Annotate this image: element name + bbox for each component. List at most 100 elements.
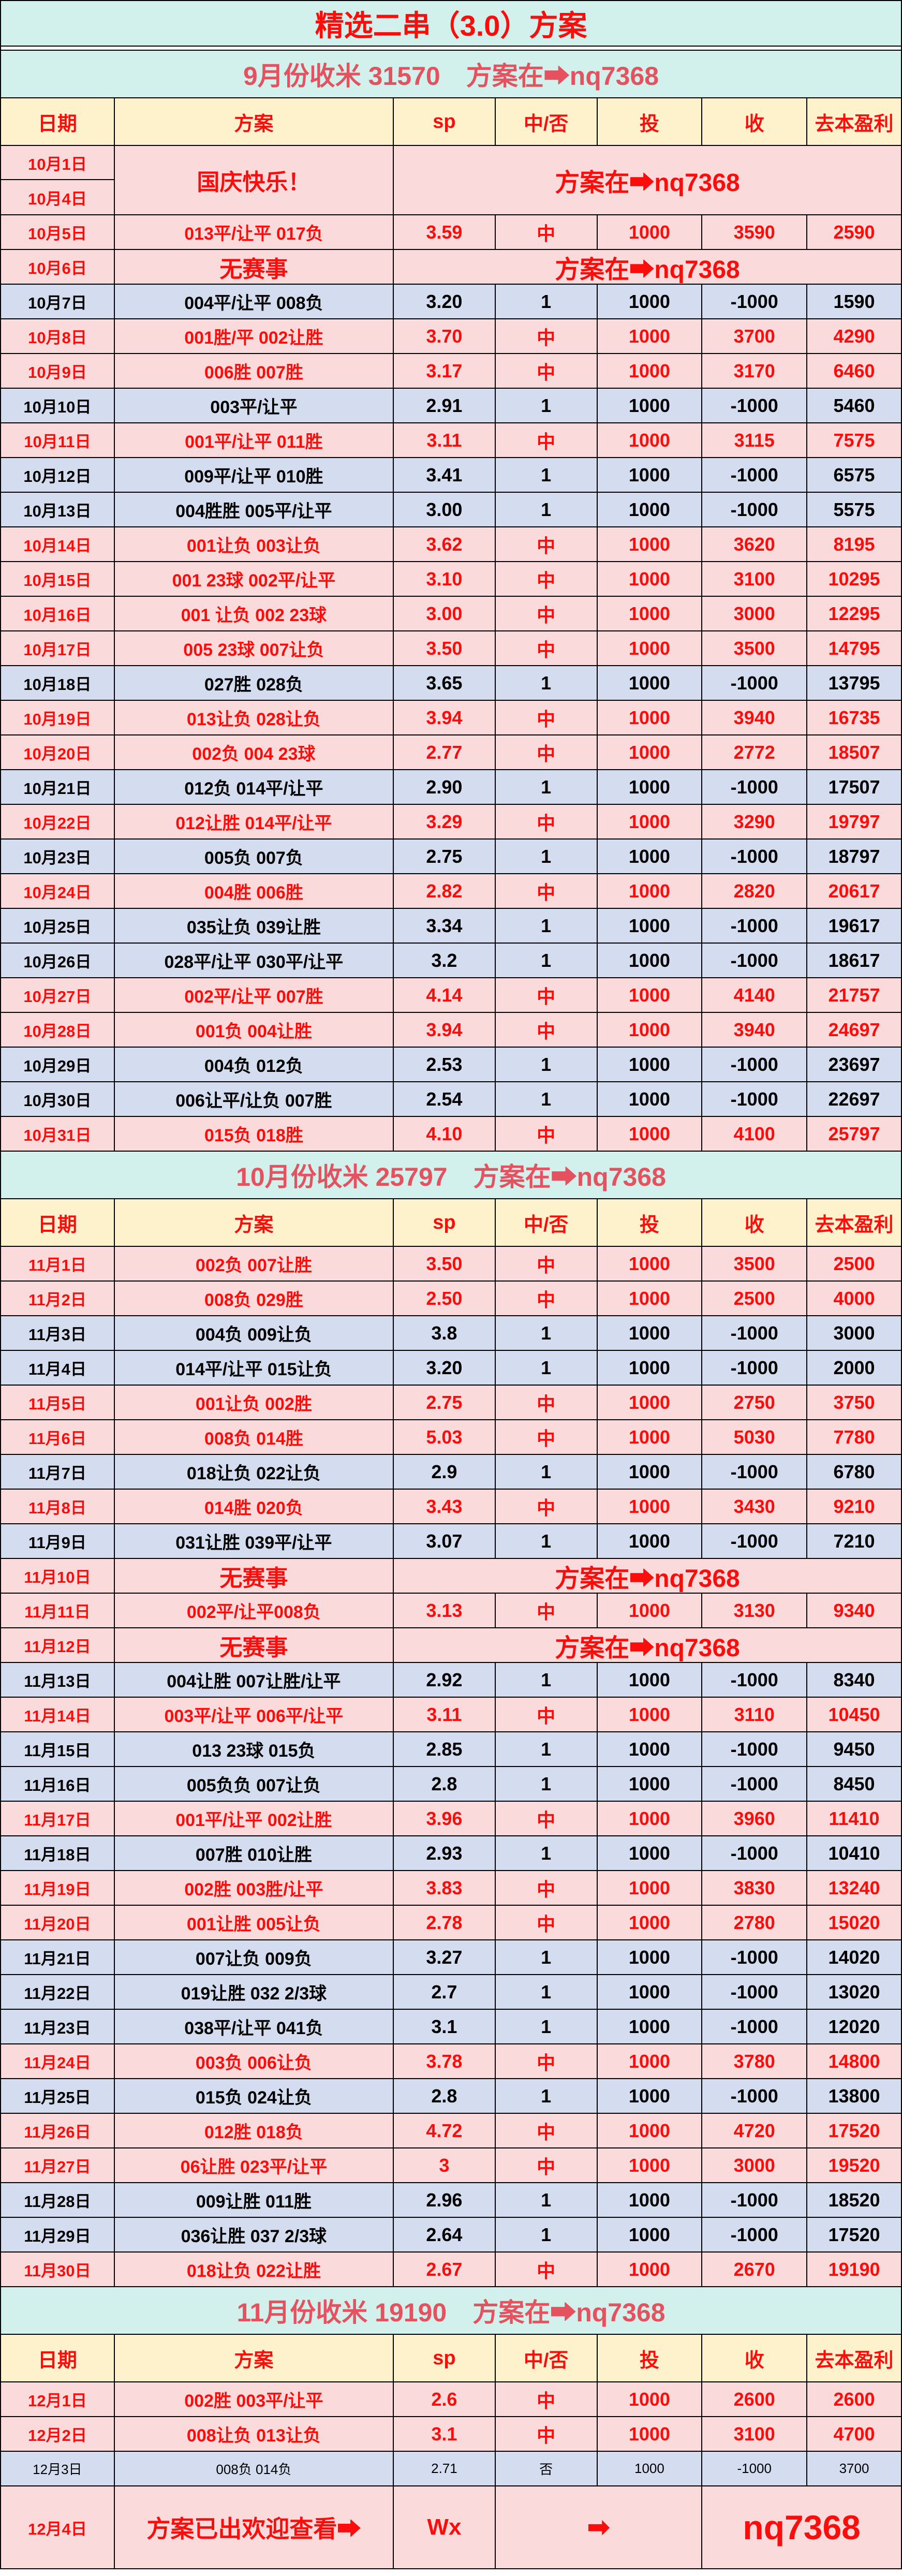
return-cell: -1000 [702,1316,808,1351]
sp-cell: 2.7 [394,1975,496,2010]
column-header-1: 方案 [114,98,394,146]
profit-cell: 14020 [807,1940,902,1975]
page-title: 精选二串（3.0）方案 [1,1,902,47]
plan-cell: 004胜 006胜 [114,874,394,909]
table-row: 10月29日 004负 012负 2.53 1 1000 -1000 23697 [1,1048,902,1082]
month-summary-row: 11月份收米 19190 方案在➡nq7368 [1,2287,902,2335]
date-cell: 10月19日 [1,701,115,735]
return-cell: 3130 [702,1594,808,1628]
date-cell: 11月7日 [1,1455,115,1490]
return-cell: -1000 [702,909,808,944]
date-cell: 12月4日 [1,2486,115,2569]
spacer-row [1,47,902,51]
column-header-0: 日期 [1,1199,115,1247]
plan-cell: 无赛事 [114,250,394,285]
stake-cell: 1000 [597,2218,703,2253]
result-cell: 中 [495,215,598,250]
return-cell: 2750 [702,1386,808,1420]
date-cell: 11月9日 [1,1524,115,1559]
table-row: 10月17日 005 23球 007让负 3.50 中 1000 3500 14795 [1,631,902,666]
date-cell: 11月24日 [1,2044,115,2079]
date-cell: 11月16日 [1,1767,115,1802]
date-cell: 10月5日 [1,215,115,250]
result-cell: 中 [495,1490,598,1524]
stake-cell: 1000 [597,1975,703,2010]
sp-cell: 3 [394,2148,496,2183]
stake-cell: 1000 [597,1732,703,1767]
date-cell: 10月9日 [1,354,115,389]
plan-cell: 002平/让平 007胜 [114,978,394,1013]
plan-cell: 028平/让平 030平/让平 [114,944,394,978]
profit-cell: 2500 [807,1247,902,1282]
profit-cell: 3700 [807,2452,902,2486]
result-cell: 1 [495,389,598,423]
plan-cell: 009让胜 011胜 [114,2183,394,2218]
result-cell: 1 [495,1048,598,1082]
sp-cell: 2.75 [394,840,496,874]
plan-cell: 008负 014负 [114,2452,394,2486]
sp-cell: 2.8 [394,1767,496,1802]
table-row: 11月13日 004让胜 007让胜/让平 2.92 1 1000 -1000 8340 [1,1663,902,1698]
stake-cell: 1000 [597,597,703,631]
result-cell: 中 [495,805,598,840]
column-header-1: 方案 [114,1199,394,1247]
profit-cell: 2600 [807,2382,902,2417]
date-cell: 12月2日 [1,2417,115,2452]
result-cell: 1 [495,458,598,493]
plan-cell: 019让胜 032 2/3球 [114,1975,394,2010]
result-cell: 中 [495,1698,598,1732]
table-row: 10月21日 012负 014平/让平 2.90 1 1000 -1000 17507 [1,770,902,805]
result-cell: 1 [495,2079,598,2114]
table-row: 12月1日 002胜 003平/让平 2.6 中 1000 2600 2600 [1,2382,902,2417]
return-cell: 3170 [702,354,808,389]
return-cell: -1000 [702,1048,808,1082]
month-summary-row: 10月份收米 25797 方案在➡nq7368 [1,1152,902,1199]
promo-note: 方案在➡nq7368 [394,250,902,285]
plan-cell: 005 23球 007让负 [114,631,394,666]
stake-cell: 1000 [597,1351,703,1386]
table-row: 11月15日 013 23球 015负 2.85 1 1000 -1000 9450 [1,1732,902,1767]
plan-cell: 038平/让平 041负 [114,2010,394,2044]
table-row: 10月7日 004平/让平 008负 3.20 1 1000 -1000 1590 [1,285,902,319]
plan-cell: 003平/让平 [114,389,394,423]
return-cell: 3500 [702,1247,808,1282]
column-header-4: 投 [597,98,703,146]
result-cell: 1 [495,770,598,805]
table-row: 10月26日 028平/让平 030平/让平 3.2 1 1000 -1000 18617 [1,944,902,978]
return-cell: 4100 [702,1117,808,1152]
stake-cell: 1000 [597,493,703,527]
plan-cell: 009平/让平 010胜 [114,458,394,493]
plan-cell: 006让平/让负 007胜 [114,1082,394,1117]
return-cell: 2500 [702,1282,808,1316]
table-row: 10月19日 013让负 028让负 3.94 中 1000 3940 16735 [1,701,902,735]
sp-cell: 3.20 [394,285,496,319]
date-cell: 10月4日 [27,189,87,208]
table-row: 11月20日 001让胜 005让负 2.78 中 1000 2780 15020 [1,1906,902,1940]
profit-cell: 24697 [807,1013,902,1048]
result-cell: 中 [495,1013,598,1048]
table-row: 11月5日 001让负 002胜 2.75 中 1000 2750 3750 [1,1386,902,1420]
return-cell: -1000 [702,770,808,805]
stake-cell: 1000 [597,562,703,597]
profit-cell: 14795 [807,631,902,666]
profit-cell: 1590 [807,285,902,319]
sp-cell: 3.11 [394,423,496,458]
table-row: 11月28日 009让胜 011胜 2.96 1 1000 -1000 18520 [1,2183,902,2218]
sp-cell: 2.6 [394,2382,496,2417]
stake-cell: 1000 [597,215,703,250]
table-row: 10月28日 001负 004让胜 3.94 中 1000 3940 24697 [1,1013,902,1048]
sp-cell: 3.29 [394,805,496,840]
plan-cell: 002负 007让胜 [114,1247,394,1282]
stake-cell: 1000 [597,1663,703,1698]
sp-cell: 2.90 [394,770,496,805]
column-header-3: 中/否 [495,1199,598,1247]
table-row: 10月12日 009平/让平 010胜 3.41 1 1000 -1000 6575 [1,458,902,493]
title-row: 精选二串（3.0）方案 [1,1,902,47]
date-cell: 11月19日 [1,1871,115,1906]
date-cell: 11月15日 [1,1732,115,1767]
profit-cell: 18797 [807,840,902,874]
table-row: 11月12日 无赛事 方案在➡nq7368 [1,1628,902,1663]
date-cell: 10月23日 [1,840,115,874]
stake-cell: 1000 [597,2382,703,2417]
sp-cell: 3.1 [394,2417,496,2452]
